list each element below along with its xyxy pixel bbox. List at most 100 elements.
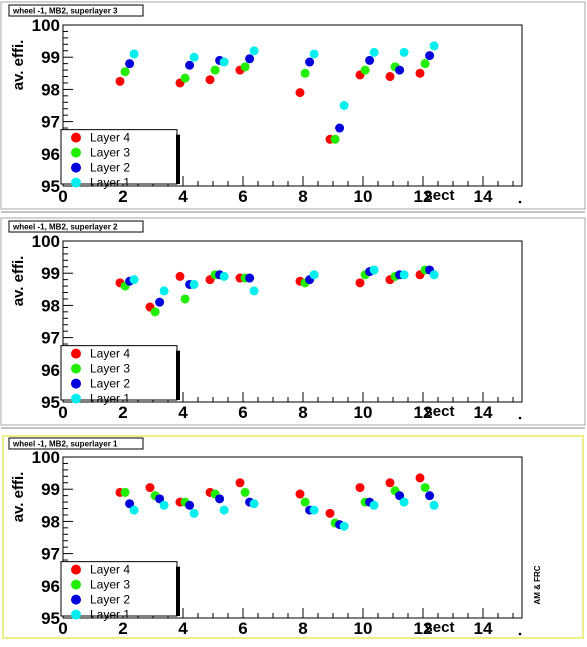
- data-point: [429, 41, 439, 51]
- series-layer4: [115, 473, 425, 518]
- legend-marker: [71, 393, 81, 404]
- legend-label: Layer 3: [90, 146, 130, 160]
- data-point: [395, 491, 405, 501]
- series-layer1: [129, 497, 439, 531]
- x-tick-label: 12: [414, 619, 433, 638]
- legend-marker: [71, 132, 81, 143]
- x-tick-label: 10: [354, 619, 373, 638]
- series-layer1: [129, 265, 439, 296]
- legend-marker: [71, 348, 81, 359]
- series-layer3: [120, 59, 430, 144]
- data-point: [425, 51, 435, 61]
- data-point: [309, 49, 319, 59]
- data-point: [365, 55, 375, 65]
- panel-title-text: wheel -1, MB2, superlayer 2: [12, 223, 118, 232]
- x-tick-label: 8: [298, 403, 307, 422]
- chart-panel-1: wheel -1, MB2, superlayer 3 0 2 4 6 8 10 12 14 se…: [0, 1, 586, 213]
- x-tick-label: 14: [474, 403, 493, 422]
- chart-panel-3: wheel -1, MB2, superlayer 1 0 2 4 6 8 10 12 14 se…: [2, 435, 584, 639]
- x-tick-label: 14: [474, 187, 493, 206]
- x-tick-label: 2: [118, 187, 127, 206]
- x-axis-title: sect: [424, 187, 454, 204]
- data-point: [325, 508, 335, 518]
- legend-marker: [71, 177, 81, 188]
- stray-dot: [518, 632, 522, 636]
- y-tick-label: 96: [41, 577, 60, 596]
- data-point: [355, 483, 365, 493]
- data-point: [115, 76, 125, 86]
- y-tick-label: 96: [41, 145, 60, 164]
- y-axis-title: av. effi.: [10, 256, 27, 307]
- data-point: [175, 271, 185, 281]
- legend-marker: [71, 363, 81, 374]
- panel-title: wheel -1, MB2, superlayer 3: [8, 4, 144, 17]
- y-tick-label: 97: [41, 329, 60, 348]
- data-point: [399, 497, 409, 507]
- data-point: [249, 46, 259, 56]
- y-tick-label: 98: [41, 80, 60, 99]
- legend-label: Layer 1: [90, 392, 130, 406]
- data-point: [159, 286, 169, 296]
- data-point: [189, 508, 199, 518]
- data-point: [429, 500, 439, 510]
- panel-title: wheel -1, MB2, superlayer 1: [8, 437, 144, 450]
- data-point: [185, 500, 195, 510]
- legend-label: Layer 3: [90, 578, 130, 592]
- x-tick-label: 2: [118, 619, 127, 638]
- data-point: [420, 483, 430, 493]
- data-point: [305, 57, 315, 67]
- data-point: [420, 59, 430, 69]
- data-point: [240, 487, 250, 497]
- data-point: [295, 88, 305, 98]
- x-tick-label: 6: [238, 619, 247, 638]
- data-point: [235, 478, 245, 488]
- legend-marker: [71, 564, 81, 575]
- legend-marker: [71, 609, 81, 620]
- legend-marker: [71, 147, 81, 158]
- x-tick-label: 4: [178, 187, 188, 206]
- data-point: [429, 270, 439, 280]
- x-tick-label: 12: [414, 187, 433, 206]
- x-tick-label: 6: [238, 187, 247, 206]
- plot-frame: [62, 240, 523, 403]
- y-tick-label: 97: [41, 113, 60, 132]
- x-tick-label: 4: [178, 403, 188, 422]
- data-point: [219, 271, 229, 281]
- y-tick-label: 99: [41, 480, 60, 499]
- y-tick-label: 95: [41, 393, 60, 412]
- data-point: [210, 65, 220, 75]
- legend-label: Layer 4: [90, 131, 130, 145]
- chart-panel-2: wheel -1, MB2, superlayer 2 0 2 4 6 8 10 12 14 se…: [0, 217, 586, 429]
- data-point: [295, 489, 305, 499]
- x-tick-label: 6: [238, 403, 247, 422]
- data-point: [159, 500, 169, 510]
- plot-frame: [62, 456, 523, 619]
- data-point: [395, 65, 405, 75]
- legend-label: Layer 3: [90, 362, 130, 376]
- legend-label: Layer 4: [90, 347, 130, 361]
- data-point: [385, 72, 395, 82]
- data-point: [425, 491, 435, 501]
- x-tick-label: 0: [58, 403, 67, 422]
- panel-title-text: wheel -1, MB2, superlayer 1: [12, 440, 118, 449]
- x-axis-title: sect: [424, 403, 454, 420]
- y-tick-label: 98: [41, 296, 60, 315]
- x-tick-label: 0: [58, 187, 67, 206]
- y-tick-label: 97: [41, 545, 60, 564]
- data-point: [245, 273, 255, 283]
- y-tick-label: 100: [32, 232, 60, 251]
- data-point: [180, 73, 190, 83]
- data-point: [300, 68, 310, 78]
- data-point: [309, 505, 319, 515]
- data-point: [415, 68, 425, 78]
- data-point: [120, 487, 130, 497]
- data-point: [245, 54, 255, 64]
- data-point: [129, 275, 139, 285]
- data-point: [189, 279, 199, 289]
- data-point: [369, 265, 379, 275]
- data-point: [249, 499, 259, 509]
- data-point: [180, 294, 190, 304]
- data-point: [129, 505, 139, 515]
